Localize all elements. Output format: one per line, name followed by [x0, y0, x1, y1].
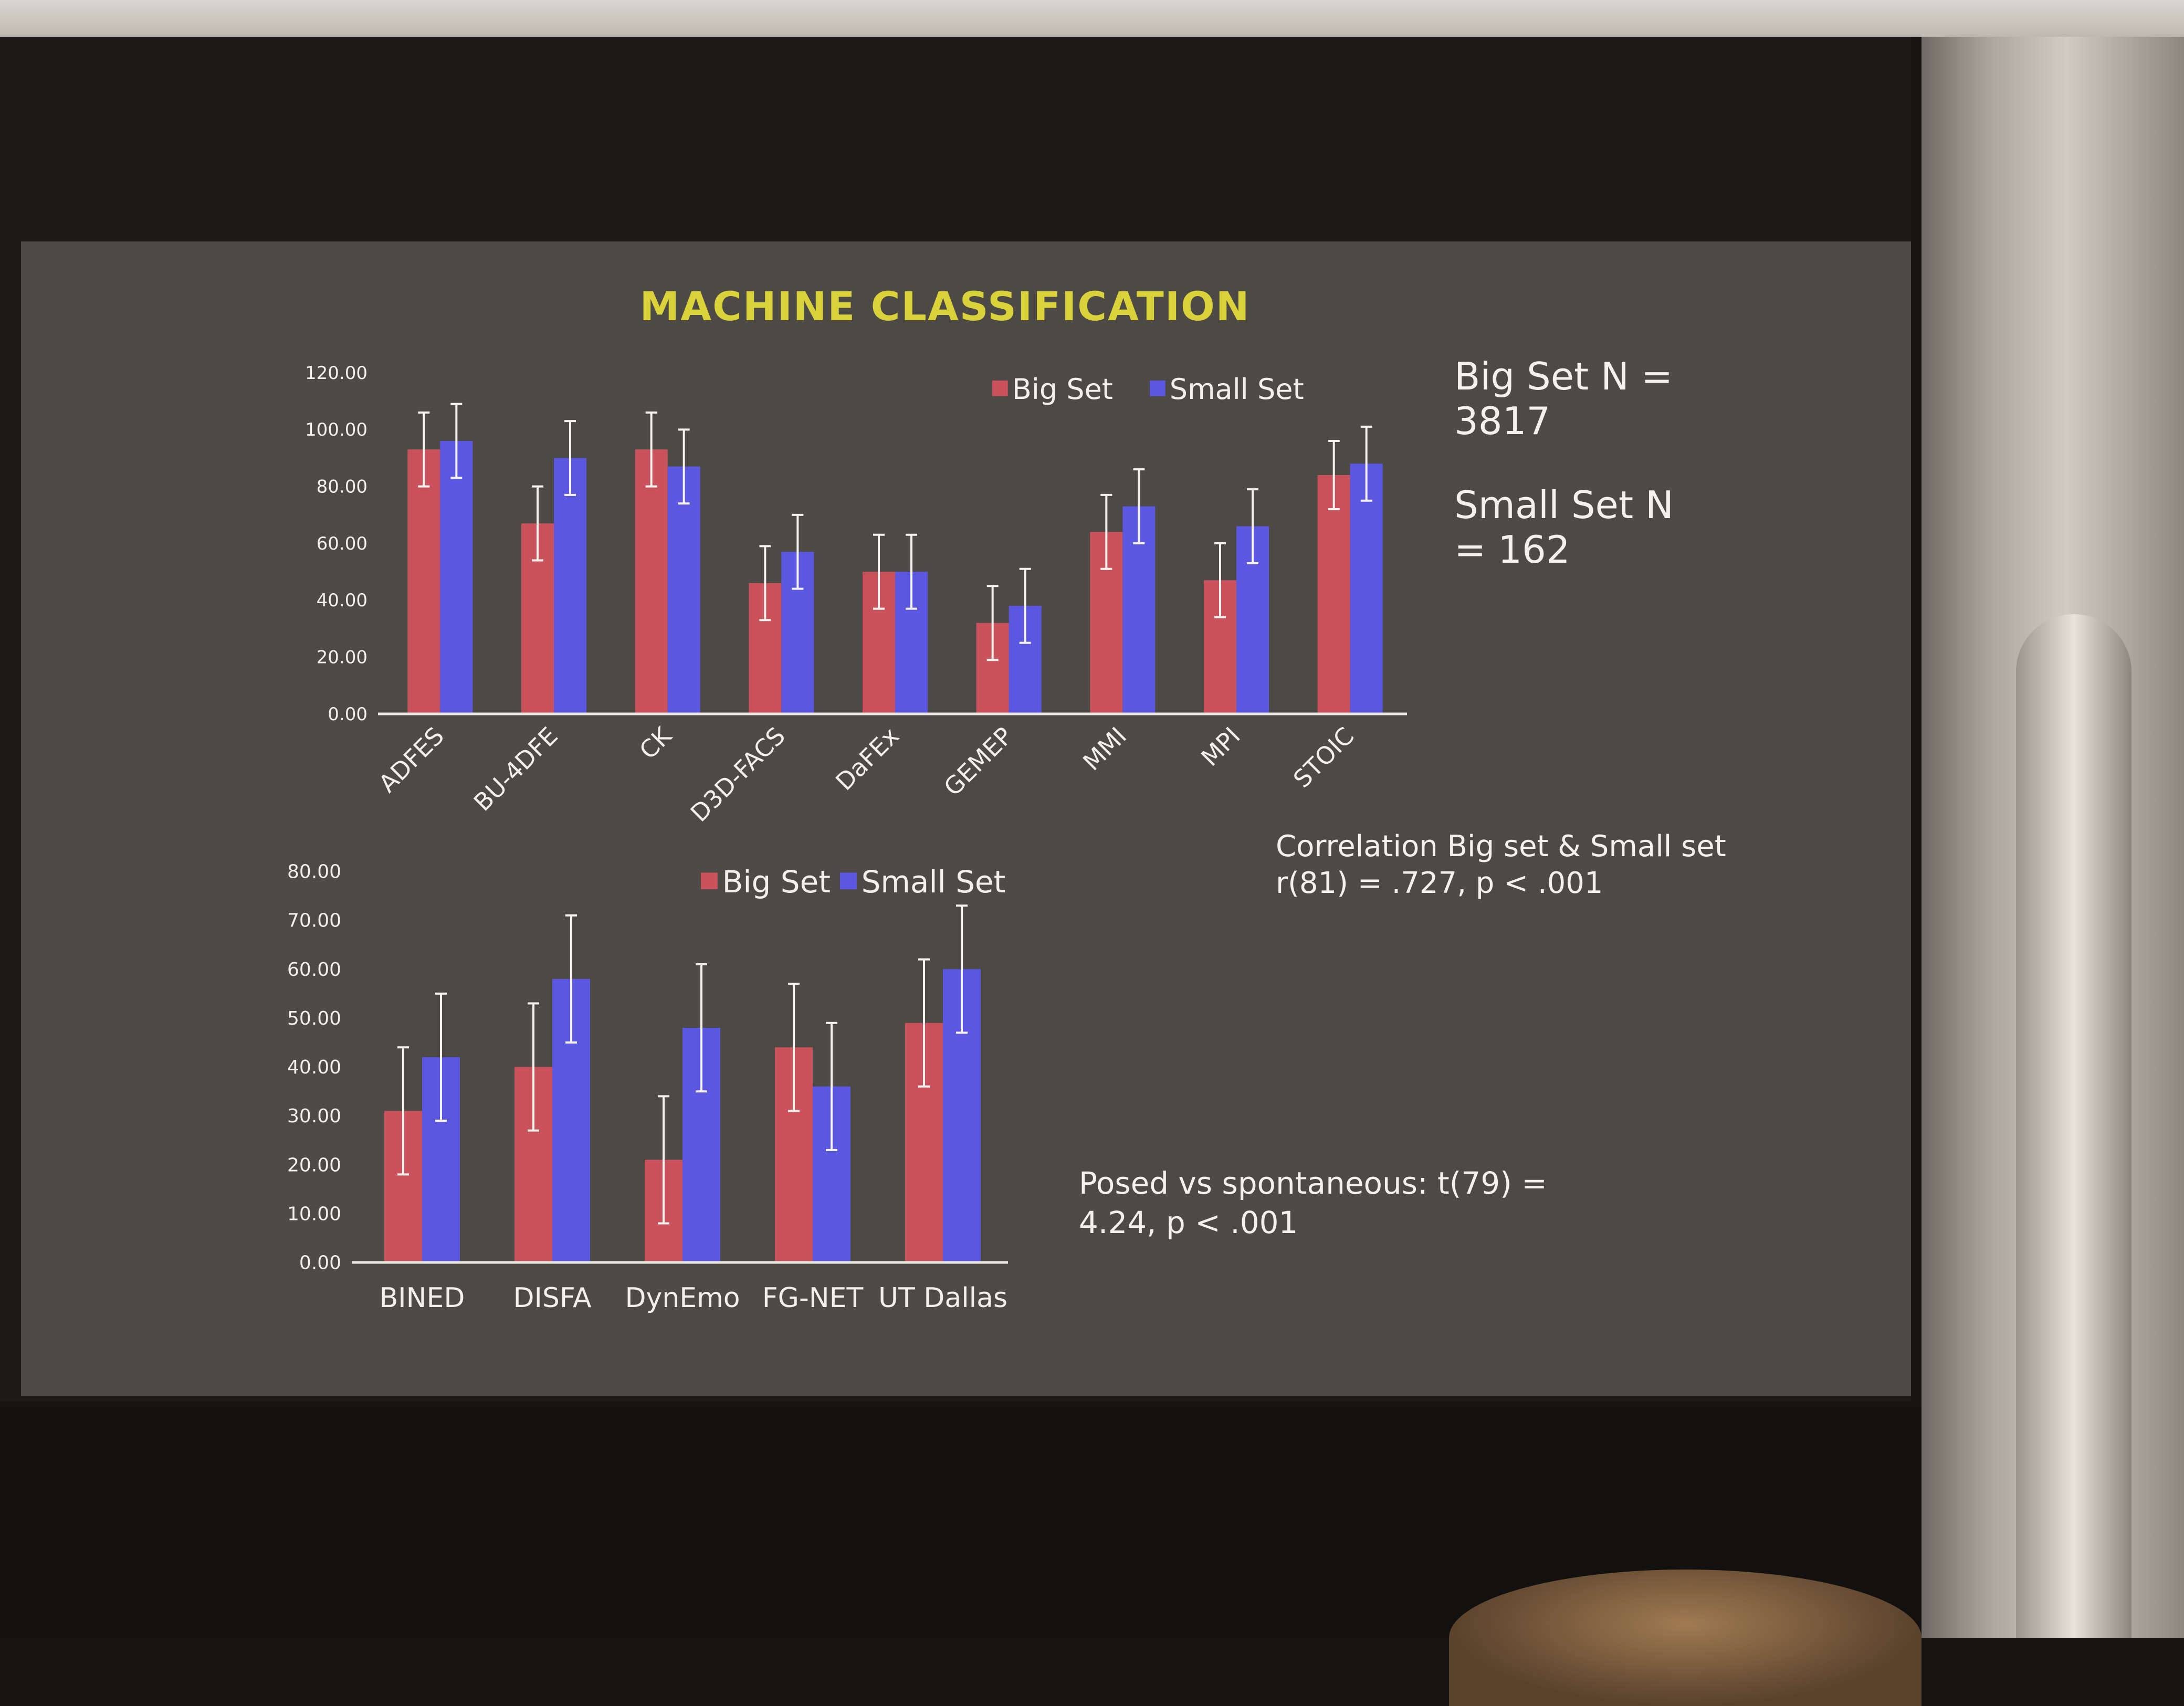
correlation-note-line1: Correlation Big set & Small set: [1276, 829, 1726, 863]
y-tick-label: 60.00: [317, 533, 368, 554]
slide-title: MACHINE CLASSIFICATION: [640, 283, 1251, 330]
y-tick-label: 70.00: [287, 910, 341, 932]
category-label: DynEmo: [625, 1282, 740, 1314]
chart-bottom: 0.00 10.00 20.00 30.00 40.00 50.00 60.00 70.00 8…: [287, 861, 1008, 1314]
small-set-n-note: Small Set N = 162: [1454, 483, 1674, 572]
y-tick-label: 0.00: [299, 1252, 341, 1274]
y-tick-label: 80.00: [287, 861, 341, 883]
legend-label: Big Set: [1012, 373, 1113, 406]
category-label: UT Dallas: [878, 1282, 1007, 1314]
category-label: BINED: [380, 1282, 465, 1314]
posed-note-line1: Posed vs spontaneous: t(79) =: [1079, 1165, 1547, 1201]
y-tick-label: 20.00: [287, 1154, 341, 1176]
bar-big-set: [1317, 475, 1350, 714]
right-wall: [1922, 37, 2184, 1638]
y-tick-label: 40.00: [287, 1057, 341, 1078]
y-tick-label: 30.00: [287, 1105, 341, 1127]
legend-label: Small Set: [862, 864, 1006, 900]
bar-small-set: [667, 466, 700, 714]
audience-head: [1449, 1570, 1922, 1706]
y-tick-label: 60.00: [287, 959, 341, 981]
slide-canvas: MACHINE CLASSIFICATION 0.00 20.00 40.00 60.…: [287, 283, 1407, 1314]
bar-big-set: [407, 449, 440, 714]
bar-small-set: [440, 441, 473, 714]
y-tick-label: 50.00: [287, 1008, 341, 1029]
category-label: CK: [634, 721, 678, 765]
legend-swatch: [1150, 380, 1166, 396]
bar-small-set: [1350, 464, 1383, 714]
category-label: D3D-FACS: [685, 722, 791, 827]
category-label: STOIC: [1288, 722, 1360, 794]
posed-note-line2: 4.24, p < .001: [1079, 1205, 1298, 1240]
bar-small-set: [554, 458, 586, 714]
projected-slide: MACHINE CLASSIFICATION 0.00 20.00 40.00 60.…: [21, 241, 1911, 1396]
category-label: DaFEx: [830, 722, 905, 796]
y-tick-label: 0.00: [328, 704, 368, 725]
legend-swatch: [840, 872, 857, 890]
legend-swatch: [701, 872, 718, 890]
category-label: BU-4DFE: [468, 722, 563, 817]
correlation-note-line2: r(81) = .727, p < .001: [1276, 866, 1603, 900]
y-tick-label: 100.00: [305, 419, 368, 440]
category-label: FG-NET: [762, 1282, 864, 1314]
wall-column: [2016, 614, 2132, 1638]
legend-label: Small Set: [1170, 373, 1304, 406]
legend-swatch: [992, 380, 1008, 396]
chart-top: 0.00 20.00 40.00 60.00 80.00 100.00 120.00 ADFE…: [305, 363, 1407, 827]
y-tick-label: 80.00: [317, 477, 368, 498]
category-label: ADFES: [373, 722, 449, 798]
legend-label: Big Set: [722, 864, 831, 900]
bar-big-set: [635, 449, 668, 714]
ceiling: [0, 0, 2184, 37]
y-tick-label: 40.00: [317, 590, 368, 611]
y-tick-label: 120.00: [305, 363, 368, 384]
category-label: MMI: [1077, 722, 1132, 776]
category-label: MPI: [1195, 722, 1245, 772]
category-label: GEMEP: [938, 722, 1018, 802]
y-tick-label: 10.00: [287, 1203, 341, 1225]
category-label: DISFA: [513, 1282, 592, 1314]
big-set-n-note: Big Set N = 3817: [1454, 354, 1673, 443]
y-tick-label: 20.00: [317, 647, 368, 668]
